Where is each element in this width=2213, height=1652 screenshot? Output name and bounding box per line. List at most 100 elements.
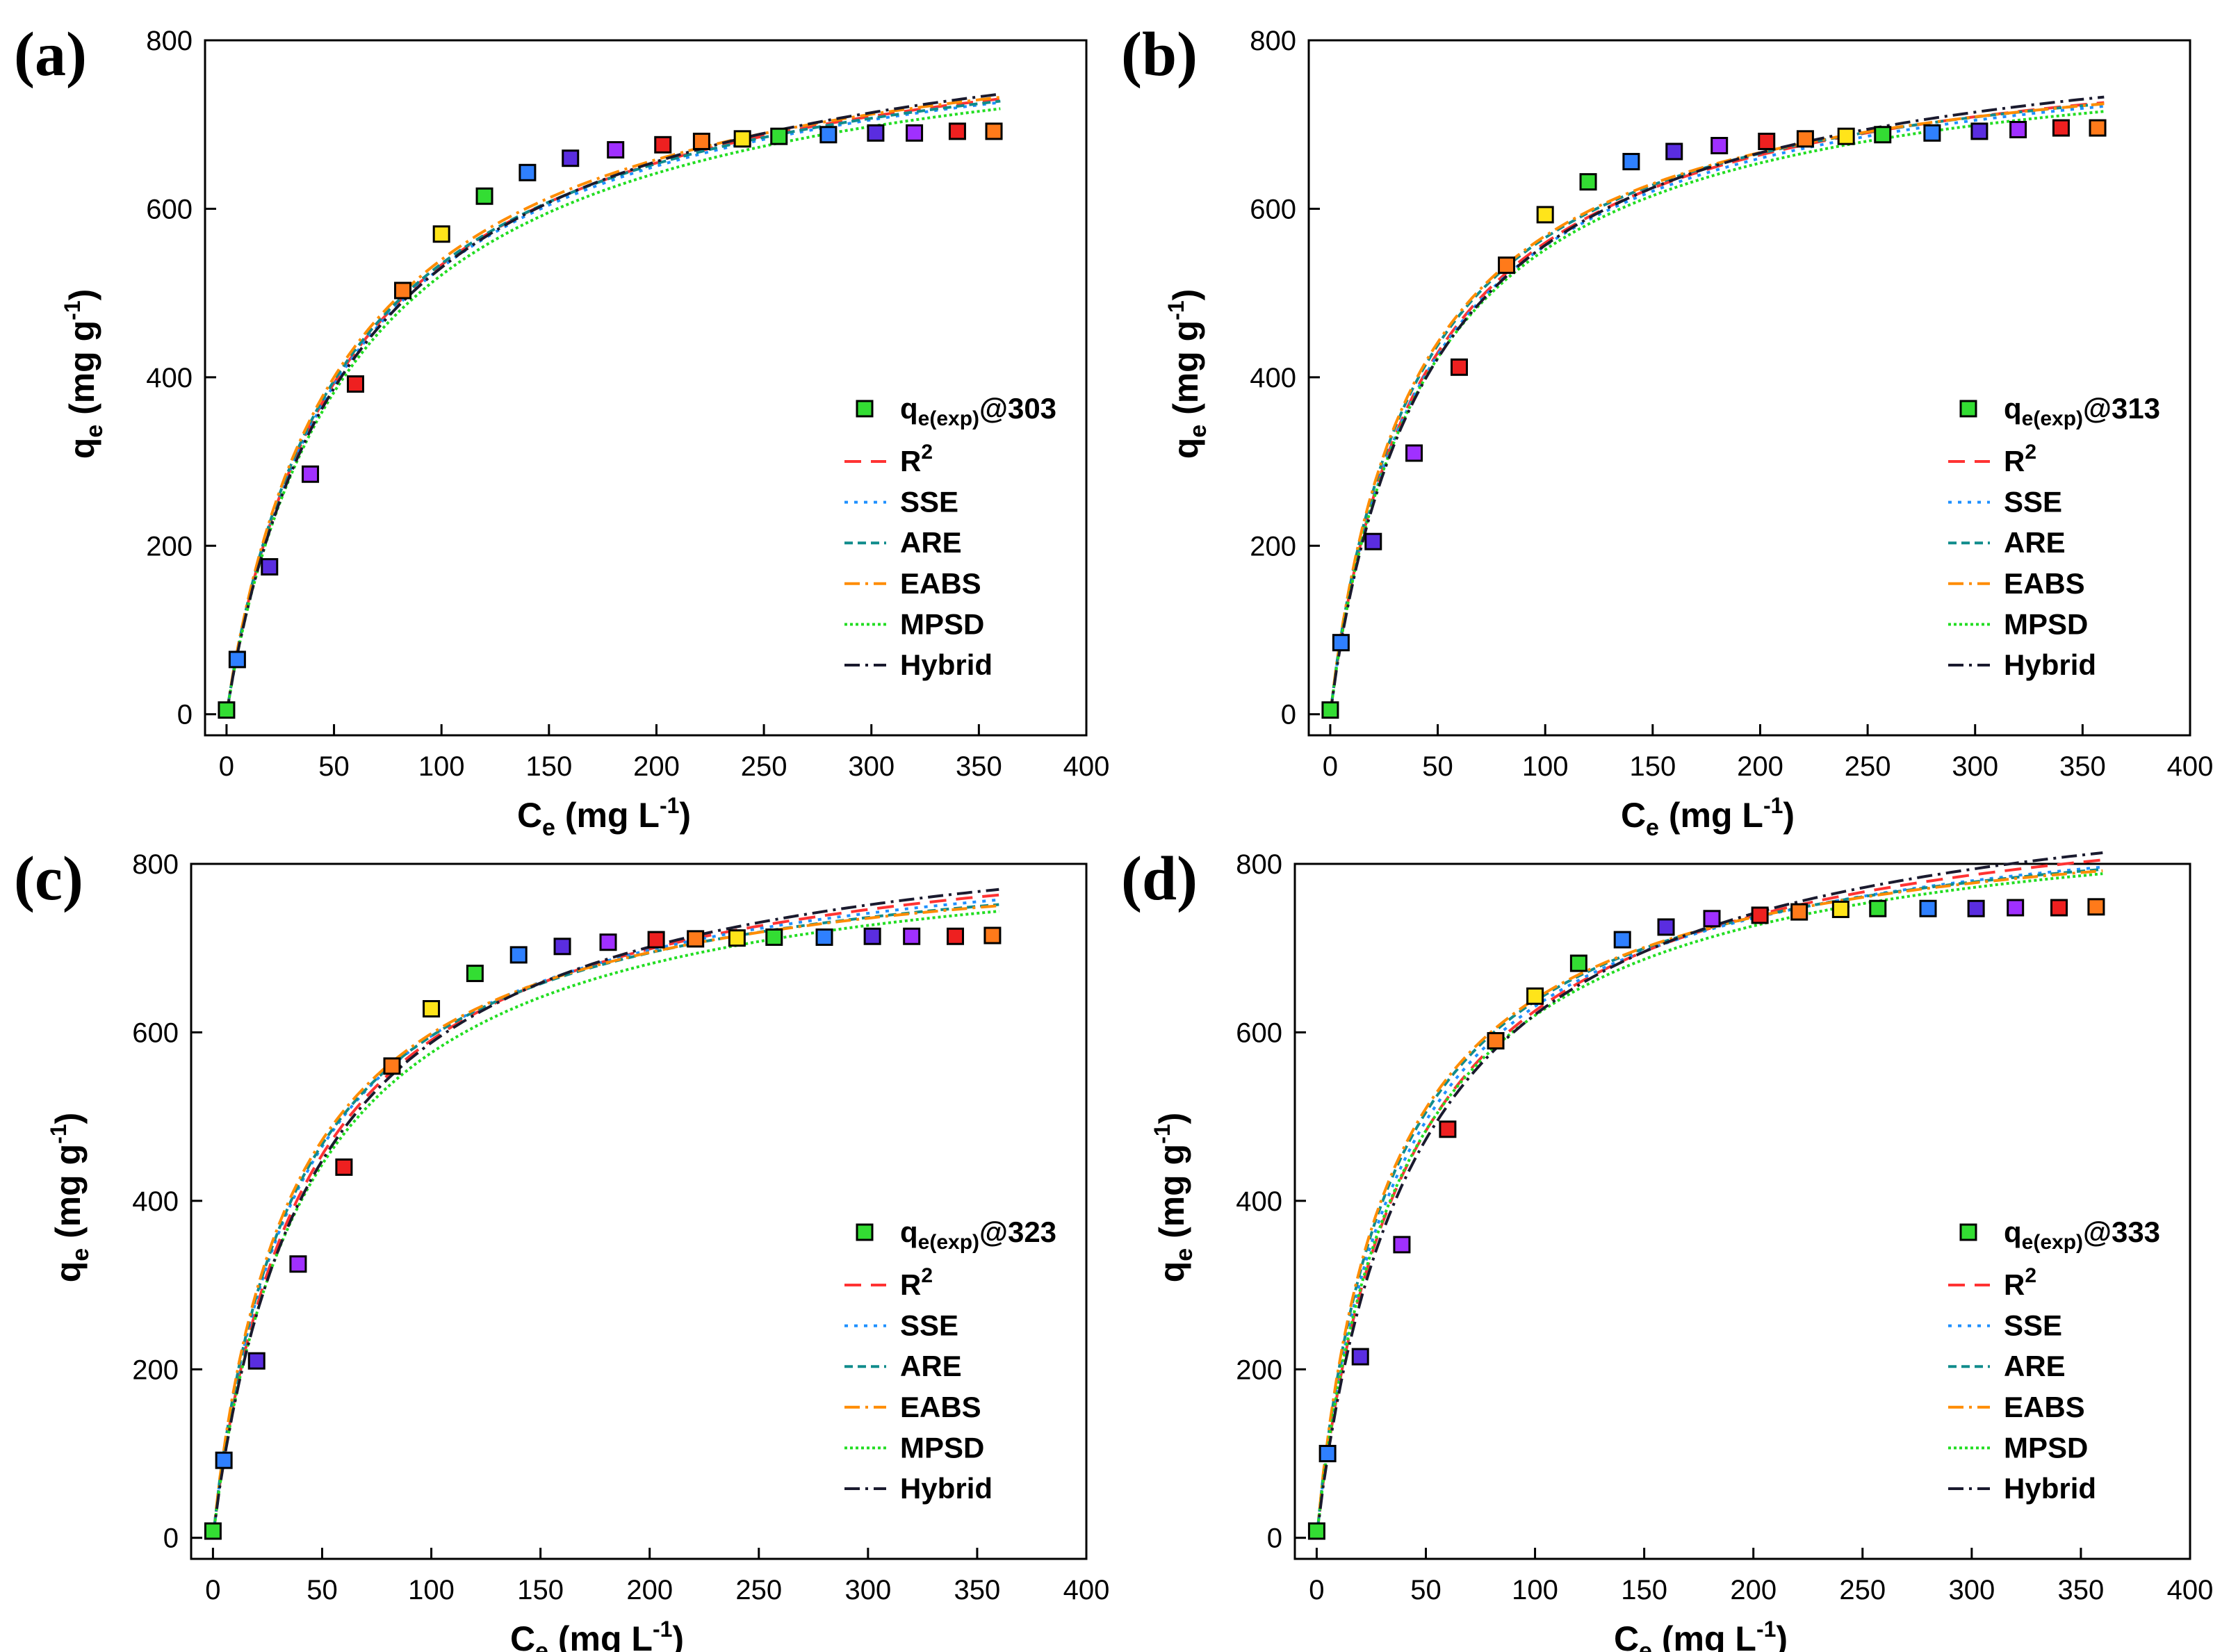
y-tick-label: 200	[146, 531, 193, 562]
data-point	[1579, 173, 1597, 191]
data-point	[204, 1522, 222, 1540]
y-tick-label: 400	[1236, 1186, 1282, 1217]
data-point	[1351, 1348, 1369, 1366]
legend-exp-main: q	[2004, 1216, 2022, 1248]
data-point	[1831, 900, 1849, 918]
data-point	[983, 926, 1002, 944]
x-tick-label: 50	[307, 1575, 338, 1605]
data-point	[335, 1158, 353, 1176]
data-point	[1487, 1032, 1505, 1050]
legend-label-eabs: EABS	[2004, 567, 2085, 600]
chart-panel-a: (a) 0 50 100 150 200 250 300 350 400 0 200 400 600 800…	[14, 20, 1109, 841]
legend: qe(exp)@323 R2 SSE ARE EABS MPSD Hybrid	[844, 1216, 1056, 1505]
data-point	[2007, 899, 2025, 917]
data-point	[1569, 954, 1587, 972]
legend-label-exp: qe(exp)@333	[2004, 1216, 2160, 1254]
data-point	[947, 927, 965, 945]
legend-exp-suffix: @323	[979, 1216, 1056, 1248]
legend-label-hybrid: Hybrid	[2004, 648, 2096, 681]
legend-name: SSE	[2004, 486, 2062, 518]
legend-label-r2: R2	[900, 441, 933, 477]
chart-panel-d: (d) 0 50 100 150 200 250 300 350 400 0 200 400 600 800…	[1121, 844, 2213, 1652]
data-point	[654, 136, 672, 154]
fit-line-hybrid	[1328, 95, 2105, 714]
data-point	[1923, 124, 1941, 142]
legend-exp-suffix: @333	[2083, 1216, 2160, 1248]
fit-line-sse	[211, 898, 999, 1538]
legend-exp-sub: e(exp)	[918, 407, 979, 430]
legend-label-are: ARE	[2004, 526, 2066, 559]
legend: qe(exp)@333 R2 SSE ARE EABS MPSD Hybrid	[1948, 1216, 2160, 1505]
data-point	[1874, 126, 1892, 144]
legend-label-mpsd: MPSD	[900, 607, 984, 640]
x-tick-label: 100	[408, 1575, 455, 1605]
data-point	[1318, 1444, 1337, 1462]
fit-line-eabs	[1328, 102, 2105, 714]
legend-exp-sub: e(exp)	[2022, 407, 2083, 430]
fit-line-mpsd	[211, 910, 999, 1538]
y-axis-title-sub: e	[1185, 425, 1211, 438]
x-tick-label: 150	[1629, 751, 1676, 782]
x-tick-label: 100	[418, 751, 465, 782]
legend-name: EABS	[900, 1391, 981, 1423]
legend-label-r2: R2	[900, 1264, 933, 1301]
legend-name: SSE	[900, 486, 958, 518]
x-tick-label: 300	[1952, 751, 1998, 782]
x-tick-label: 300	[848, 751, 895, 782]
data-point	[647, 931, 665, 949]
legend-label-hybrid: Hybrid	[900, 648, 993, 681]
data-point	[1657, 918, 1675, 936]
x-tick-label: 200	[633, 751, 680, 782]
data-point	[1393, 1236, 1411, 1254]
legend-label-eabs: EABS	[900, 1391, 981, 1423]
chart-panel-c: (c) 0 50 100 150 200 250 300 350 400 0 200 400 600 800…	[14, 844, 1109, 1652]
data-point	[394, 281, 412, 300]
y-tick-label: 800	[1236, 849, 1282, 880]
data-point	[261, 558, 279, 576]
y-axis-title-unit: (mg g	[63, 320, 101, 425]
x-axis-title-close: )	[1783, 796, 1795, 835]
fit-line-mpsd	[224, 107, 1001, 715]
y-axis-title-unit: (mg g	[49, 1144, 88, 1248]
legend-name: MPSD	[2004, 1431, 2088, 1464]
legend-name: EABS	[2004, 1391, 2085, 1423]
fit-line-mpsd	[1315, 872, 2103, 1538]
data-point	[1498, 256, 1516, 275]
panel-label: (c)	[14, 844, 83, 913]
legend-exp-suffix: @303	[979, 392, 1056, 425]
fit-line-sse	[1328, 104, 2105, 714]
data-point	[770, 127, 788, 145]
x-tick-label: 50	[1410, 1575, 1442, 1605]
data-point	[346, 375, 364, 393]
x-tick-label: 250	[741, 751, 787, 782]
panel-label: (b)	[1121, 20, 1198, 89]
x-tick-label: 350	[2058, 1575, 2105, 1605]
y-axis-title-sup: -1	[1163, 300, 1189, 320]
y-tick-label: 200	[132, 1355, 179, 1385]
data-point	[475, 187, 493, 205]
x-tick-label: 150	[517, 1575, 564, 1605]
y-tick-label: 600	[146, 194, 193, 224]
x-tick-label: 150	[525, 751, 572, 782]
data-point	[692, 132, 710, 150]
legend-name: EABS	[900, 567, 981, 600]
data-point	[2009, 120, 2027, 138]
data-point	[948, 122, 966, 140]
legend-name: R	[900, 445, 921, 477]
y-axis-title-sup: -1	[46, 1124, 71, 1143]
legend-marker-exp	[856, 400, 874, 418]
legend-name-sup: 2	[921, 441, 933, 464]
data-point	[906, 124, 924, 142]
data-point	[302, 465, 320, 483]
x-tick-label: 0	[219, 751, 234, 782]
legend-label-hybrid: Hybrid	[2004, 1472, 2096, 1505]
y-axis-title-unit: (mg g	[1166, 320, 1205, 425]
x-axis-title-unit: (mg L	[1652, 1619, 1756, 1652]
data-point	[423, 999, 441, 1017]
legend-label-sse: SSE	[2004, 1309, 2062, 1342]
y-tick-label: 600	[1236, 1017, 1282, 1048]
y-tick-label: 800	[132, 849, 179, 880]
y-axis-title-close: )	[1152, 1113, 1191, 1124]
data-point	[728, 929, 746, 947]
